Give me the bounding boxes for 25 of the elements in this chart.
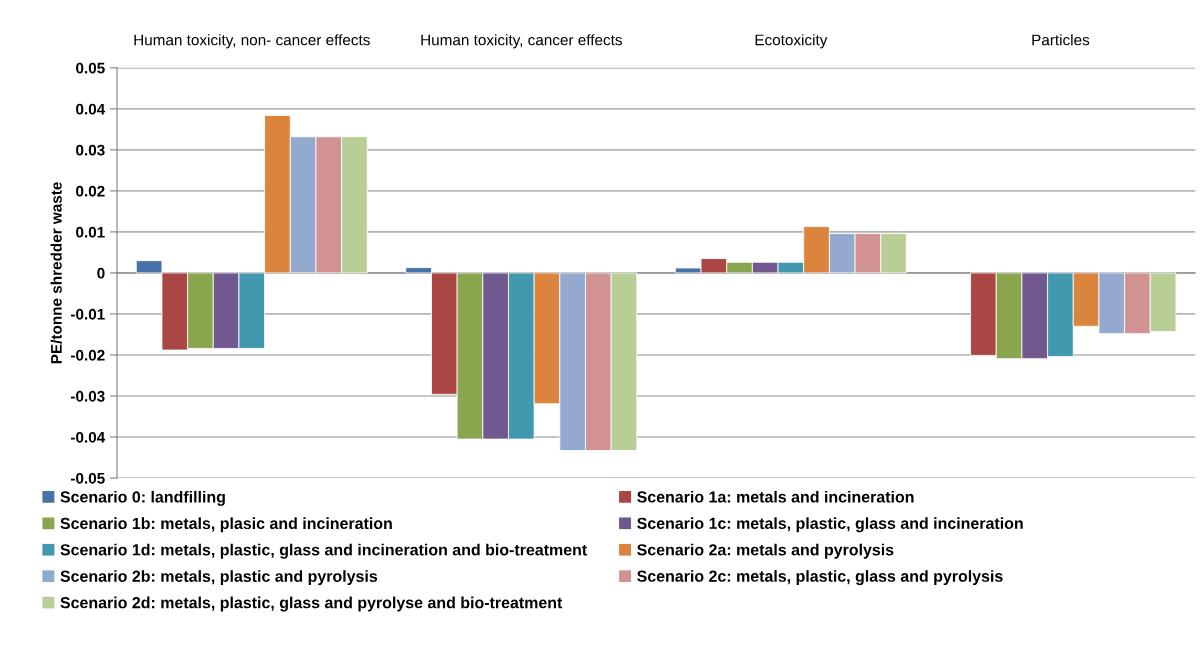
y-tick-label: -0.03 [70, 390, 105, 402]
x-tick-label: Ecotoxicity [755, 34, 828, 49]
y-tick-label: -0.02 [70, 349, 105, 361]
y-tick-label: 0.02 [76, 185, 105, 197]
legend-label: Scenario 2a: metals and pyrolysis [637, 543, 894, 559]
legend-label: Scenario 1b: metals, plasic and incineration [60, 517, 392, 533]
legend-label: Scenario 1c: metals, plastic, glass and incineration [637, 517, 1023, 533]
x-tick-label: Human toxicity, cancer effects [421, 34, 622, 49]
y-tick-label: 0.01 [76, 226, 105, 238]
x-tick-label: Particles [1032, 34, 1090, 46]
legend-label: Scenario 2d: metals, plastic, glass and pyrolyse and bio-treatment [60, 596, 563, 612]
y-axis-title: PE/tonne shredder waste [50, 182, 62, 364]
y-tick-label: 0.03 [76, 144, 105, 156]
y-tick-label: 0 [97, 267, 105, 279]
legend-label: Scenario 1d: metals, plastic, glass and incineration and bio-treatment [60, 543, 587, 559]
y-tick-label: -0.05 [70, 472, 105, 484]
y-tick-label: -0.04 [70, 431, 106, 443]
legend-label: Scenario 2c: metals, plastic, glass and pyrolysis [637, 570, 1003, 586]
y-tick-label: 0.04 [76, 103, 106, 115]
legend-label: Scenario 2b: metals, plastic and pyrolysis [60, 570, 378, 586]
y-tick-label: -0.01 [70, 308, 105, 320]
x-tick-label: Human toxicity, non- cancer effects [134, 34, 370, 49]
legend-label: Scenario 1a: metals and incineration [637, 490, 914, 503]
legend-label: Scenario 0: landfilling [60, 490, 225, 506]
y-tick-label: 0.05 [76, 62, 105, 74]
